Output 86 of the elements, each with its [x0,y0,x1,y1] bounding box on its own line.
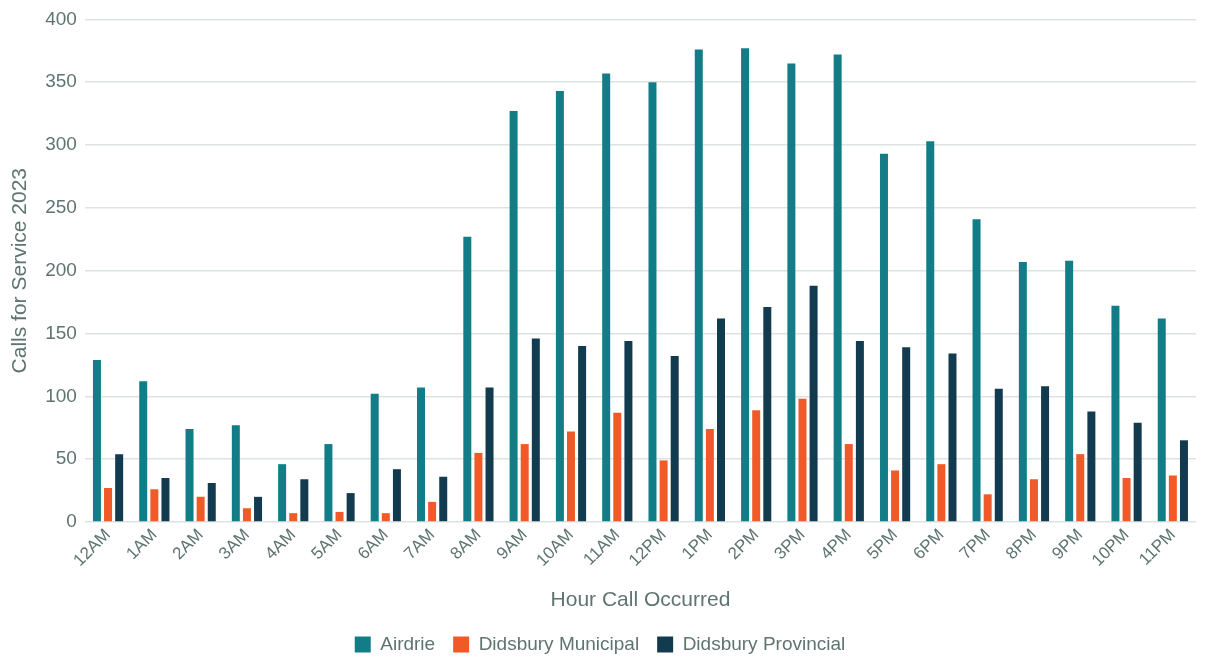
bar [844,444,853,522]
bar [1018,261,1027,522]
bar [659,460,668,522]
bar [381,513,390,522]
bar [1168,475,1177,522]
bar [879,153,888,522]
y-tick-label: 350 [45,70,77,92]
y-tick-label: 150 [45,321,77,343]
y-tick-label: 50 [55,447,77,469]
bar [1122,478,1131,522]
bar [474,452,483,522]
bar [972,219,981,522]
legend-label: Airdrie [380,632,436,654]
bar [648,82,657,522]
bar [92,359,101,522]
bar [370,393,379,522]
bar [417,387,426,522]
bar [937,464,946,522]
legend-label: Didsbury Municipal [478,632,640,654]
bar [485,387,494,522]
bar [242,508,251,522]
bar [150,489,159,522]
bar [439,476,448,522]
bar [1111,305,1120,522]
bar [392,469,401,522]
bar [1157,318,1166,522]
bar [567,431,576,522]
bar [809,285,818,522]
bar [670,356,679,522]
bar [278,464,287,522]
bar [139,381,148,522]
bar [196,496,205,522]
y-tick-label: 0 [66,510,77,532]
bar [752,410,761,522]
y-tick-label: 250 [45,196,77,218]
bar [1029,479,1038,522]
bar [231,425,240,522]
bar [798,398,807,522]
bar [555,91,564,522]
y-tick-label: 300 [45,133,77,155]
bar [787,63,796,522]
bar [763,307,772,522]
bar [705,429,714,522]
bar [254,496,263,522]
bar [741,48,750,522]
bar [833,54,842,522]
y-axis-title: Calls for Service 2023 [7,167,31,374]
bar [926,141,935,522]
bar [1133,422,1142,522]
y-tick-label: 400 [45,7,77,29]
bar [300,479,309,522]
bar [428,501,437,522]
bar [335,511,344,522]
bar [1179,440,1188,522]
bar [324,444,333,522]
bar [694,49,703,522]
bar [531,338,540,522]
x-axis-title: Hour Call Occurred [550,587,731,611]
bar [1087,411,1096,522]
bar [855,341,864,522]
bar [902,347,911,522]
bar [1041,386,1050,522]
bar [994,388,1003,522]
bar [161,478,170,522]
bar [346,493,355,522]
bar [1076,454,1085,522]
bar [520,444,529,522]
bar [509,111,518,522]
bar [185,429,194,522]
bar [289,513,298,522]
bar [613,412,622,522]
bar [104,488,113,522]
bar [983,494,992,522]
bar [578,346,587,522]
bar [948,353,957,522]
bar [624,341,633,522]
bar [717,318,726,522]
legend-label: Didsbury Provincial [682,632,846,654]
bar [463,236,472,522]
bar [602,73,611,522]
bar [115,454,124,522]
bar [1065,260,1074,522]
y-tick-label: 100 [45,384,77,406]
bar [891,470,900,522]
y-tick-label: 200 [45,258,77,280]
bar [207,483,216,522]
